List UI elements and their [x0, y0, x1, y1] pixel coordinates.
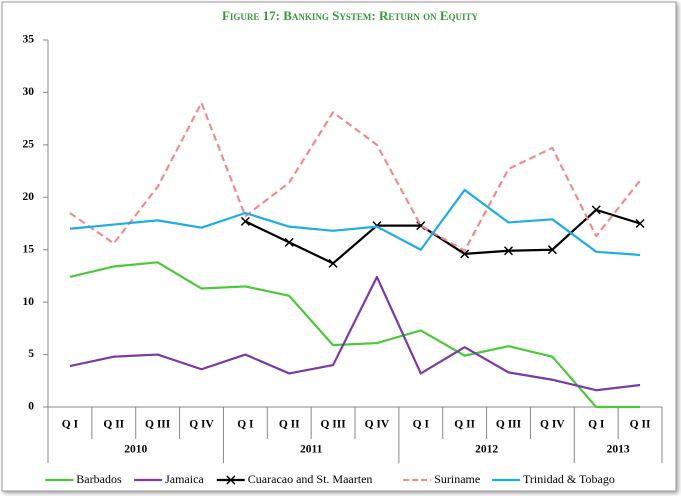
x-tick-label: Q I	[237, 419, 254, 431]
legend-label: Suriname	[434, 472, 480, 486]
y-tick-label: 35	[23, 34, 35, 46]
y-tick-label: 5	[28, 348, 34, 360]
x-tick-label: Q II	[454, 419, 475, 431]
series-marker	[284, 237, 294, 247]
y-tick-label: 25	[23, 138, 35, 150]
series-marker	[547, 245, 557, 255]
legend-label: Trinidad & Tobago	[523, 472, 615, 486]
x-tick-label: Q III	[496, 419, 522, 431]
x-group-label: 2012	[475, 444, 498, 456]
x-tick-label: Q IV	[365, 419, 390, 431]
x-tick-label: Q II	[630, 419, 651, 431]
series-line	[244, 208, 641, 265]
y-tick-label: 10	[23, 296, 35, 308]
series-line	[69, 101, 641, 252]
x-tick-label: Q II	[103, 419, 124, 431]
series-marker	[328, 258, 338, 268]
legend-marker	[226, 475, 236, 485]
x-group-label: 2013	[607, 444, 630, 456]
x-tick-label: Q IV	[189, 419, 214, 431]
x-group-label: 2011	[300, 444, 323, 456]
series-marker	[635, 218, 645, 229]
series-marker	[503, 246, 514, 256]
y-tick-label: 15	[23, 243, 35, 255]
legend-label: Jamaica	[165, 472, 204, 486]
x-tick-label: Q I	[62, 419, 79, 431]
x-tick-label: Q IV	[540, 419, 565, 431]
series-line	[69, 188, 641, 257]
y-tick-label: 30	[23, 86, 35, 98]
series-marker	[460, 249, 470, 259]
y-tick-label: 0	[28, 401, 34, 413]
legend-label: Cuaracao and St. Maarten	[248, 472, 373, 486]
series-line	[69, 275, 641, 392]
x-tick-label: Q III	[145, 419, 171, 431]
series-marker	[591, 205, 601, 215]
series-line	[69, 261, 641, 409]
chart-title: Figure 17: Banking System: Return on Equ…	[222, 8, 479, 23]
legend-label: Barbados	[76, 472, 122, 486]
x-group-label: 2010	[124, 444, 147, 456]
series-marker	[240, 216, 250, 226]
y-tick-label: 20	[23, 191, 35, 203]
x-tick-label: Q I	[588, 419, 605, 431]
x-tick-label: Q II	[279, 419, 300, 431]
x-tick-label: Q III	[320, 419, 346, 431]
x-tick-label: Q I	[413, 419, 430, 431]
